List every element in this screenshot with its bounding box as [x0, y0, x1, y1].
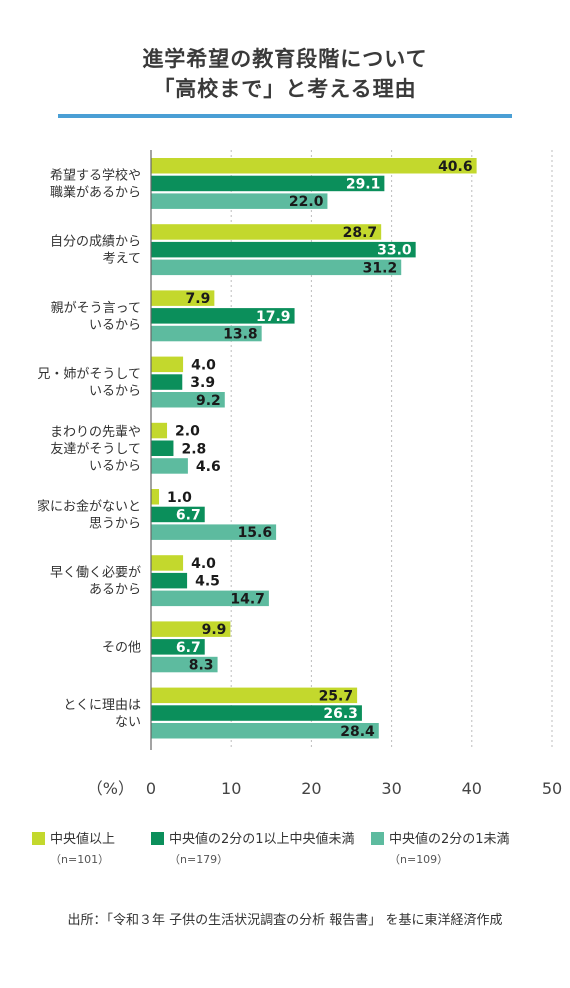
chart-title-line-2: 「高校まで」と考える理由	[153, 77, 417, 101]
data-label: 29.1	[346, 176, 381, 192]
category-label: いるから	[89, 318, 141, 333]
category-label: 早く働く必要が	[50, 566, 141, 581]
source-note: 出所：「令和３年 子供の生活状況調査の分析 報告書」 を基に東洋経済作成	[67, 913, 503, 928]
data-label: 25.7	[319, 688, 354, 704]
bar	[151, 290, 215, 306]
data-label: 2.8	[181, 441, 206, 457]
bar	[151, 325, 262, 342]
bar	[151, 224, 382, 240]
legend-sample-size: （n=179）	[169, 853, 229, 866]
bar	[151, 687, 358, 704]
data-label: 26.3	[323, 706, 358, 722]
category-label: いるから	[89, 384, 141, 399]
data-label: 6.7	[176, 507, 201, 523]
category-label: ない	[115, 715, 141, 730]
category-label: 思うから	[89, 516, 141, 531]
data-label: 7.9	[186, 291, 211, 307]
legend-swatch	[151, 832, 164, 845]
bar	[151, 458, 188, 474]
category-label: いるから	[89, 459, 141, 474]
data-label: 13.8	[223, 327, 258, 343]
data-label: 6.7	[176, 640, 201, 656]
data-label: 14.7	[230, 591, 265, 607]
bar	[151, 506, 205, 523]
bar	[151, 308, 295, 324]
data-label: 2.0	[175, 424, 200, 440]
bar	[151, 193, 328, 209]
data-label: 40.6	[438, 159, 473, 175]
data-label: 28.7	[343, 225, 378, 241]
legend-sample-size: （n=109）	[389, 853, 449, 866]
legend-swatch	[32, 832, 45, 845]
bar	[151, 639, 205, 655]
axis-unit-label: （%）	[87, 779, 134, 798]
category-label: 職業があるから	[50, 184, 141, 200]
category-label: その他	[102, 640, 141, 655]
bar	[151, 656, 218, 673]
category-label: 親がそう言って	[51, 301, 141, 316]
data-label: 4.0	[191, 556, 216, 572]
tick-label: 10	[221, 779, 241, 798]
data-label: 9.9	[202, 622, 227, 638]
chart-title-line-1: 進学希望の教育段階について	[142, 47, 428, 71]
bar	[151, 440, 174, 456]
tick-label: 50	[542, 779, 562, 798]
legend-label: 中央値の2分の1以上中央値未満	[169, 832, 355, 847]
bar	[151, 422, 168, 439]
category-label: あるから	[89, 583, 141, 598]
bar	[151, 621, 231, 637]
bar	[151, 723, 379, 739]
category-label: 希望する学校や	[50, 167, 141, 183]
tick-label: 20	[301, 779, 321, 798]
tick-label: 40	[462, 779, 482, 798]
legend-label: 中央値の2分の1未満	[389, 832, 510, 847]
bar	[151, 489, 160, 505]
bar	[151, 259, 402, 276]
data-label: 4.5	[195, 574, 220, 590]
category-label: 友達がそうして	[50, 441, 141, 457]
legend-sample-size: （n=101）	[50, 853, 110, 866]
bar	[151, 158, 477, 174]
data-label: 3.9	[190, 375, 215, 391]
data-label: 9.2	[196, 393, 221, 409]
title-underline	[58, 114, 512, 118]
category-label: とくに理由は	[63, 698, 141, 713]
data-label: 31.2	[363, 260, 398, 276]
data-label: 4.0	[191, 357, 216, 373]
category-label: 自分の成績から	[50, 235, 141, 250]
data-label: 15.6	[238, 525, 273, 541]
legend-swatch	[371, 832, 384, 845]
bar	[151, 175, 385, 192]
data-label: 8.3	[189, 658, 214, 674]
category-label: 考えて	[103, 252, 141, 267]
category-label: 家にお金がないと	[37, 498, 141, 514]
category-label: まわりの先輩や	[50, 425, 141, 440]
data-label: 1.0	[167, 490, 192, 506]
legend-item: 中央値以上 （n=101）	[32, 828, 115, 867]
category-label: 兄・姉がそうして	[37, 367, 141, 382]
data-label: 17.9	[256, 309, 291, 325]
legend-item: 中央値の2分の1未満 （n=109）	[371, 828, 510, 867]
bar	[151, 374, 183, 390]
bar	[151, 590, 269, 607]
bar	[151, 392, 225, 408]
data-label: 22.0	[289, 194, 324, 210]
data-label: 28.4	[340, 724, 375, 740]
legend-item: 中央値の2分の1以上中央値未満 （n=179）	[151, 828, 355, 867]
bar	[151, 241, 416, 258]
data-label: 4.6	[196, 459, 221, 475]
chart-title: 進学希望の教育段階について 「高校まで」と考える理由	[0, 44, 570, 104]
bar	[151, 524, 277, 540]
tick-label: 30	[381, 779, 401, 798]
bar	[151, 555, 184, 571]
bar	[151, 356, 184, 373]
bar	[151, 572, 188, 589]
tick-label: 0	[146, 779, 156, 798]
data-label: 33.0	[377, 243, 412, 259]
legend-label: 中央値以上	[50, 832, 116, 847]
bar	[151, 705, 362, 721]
